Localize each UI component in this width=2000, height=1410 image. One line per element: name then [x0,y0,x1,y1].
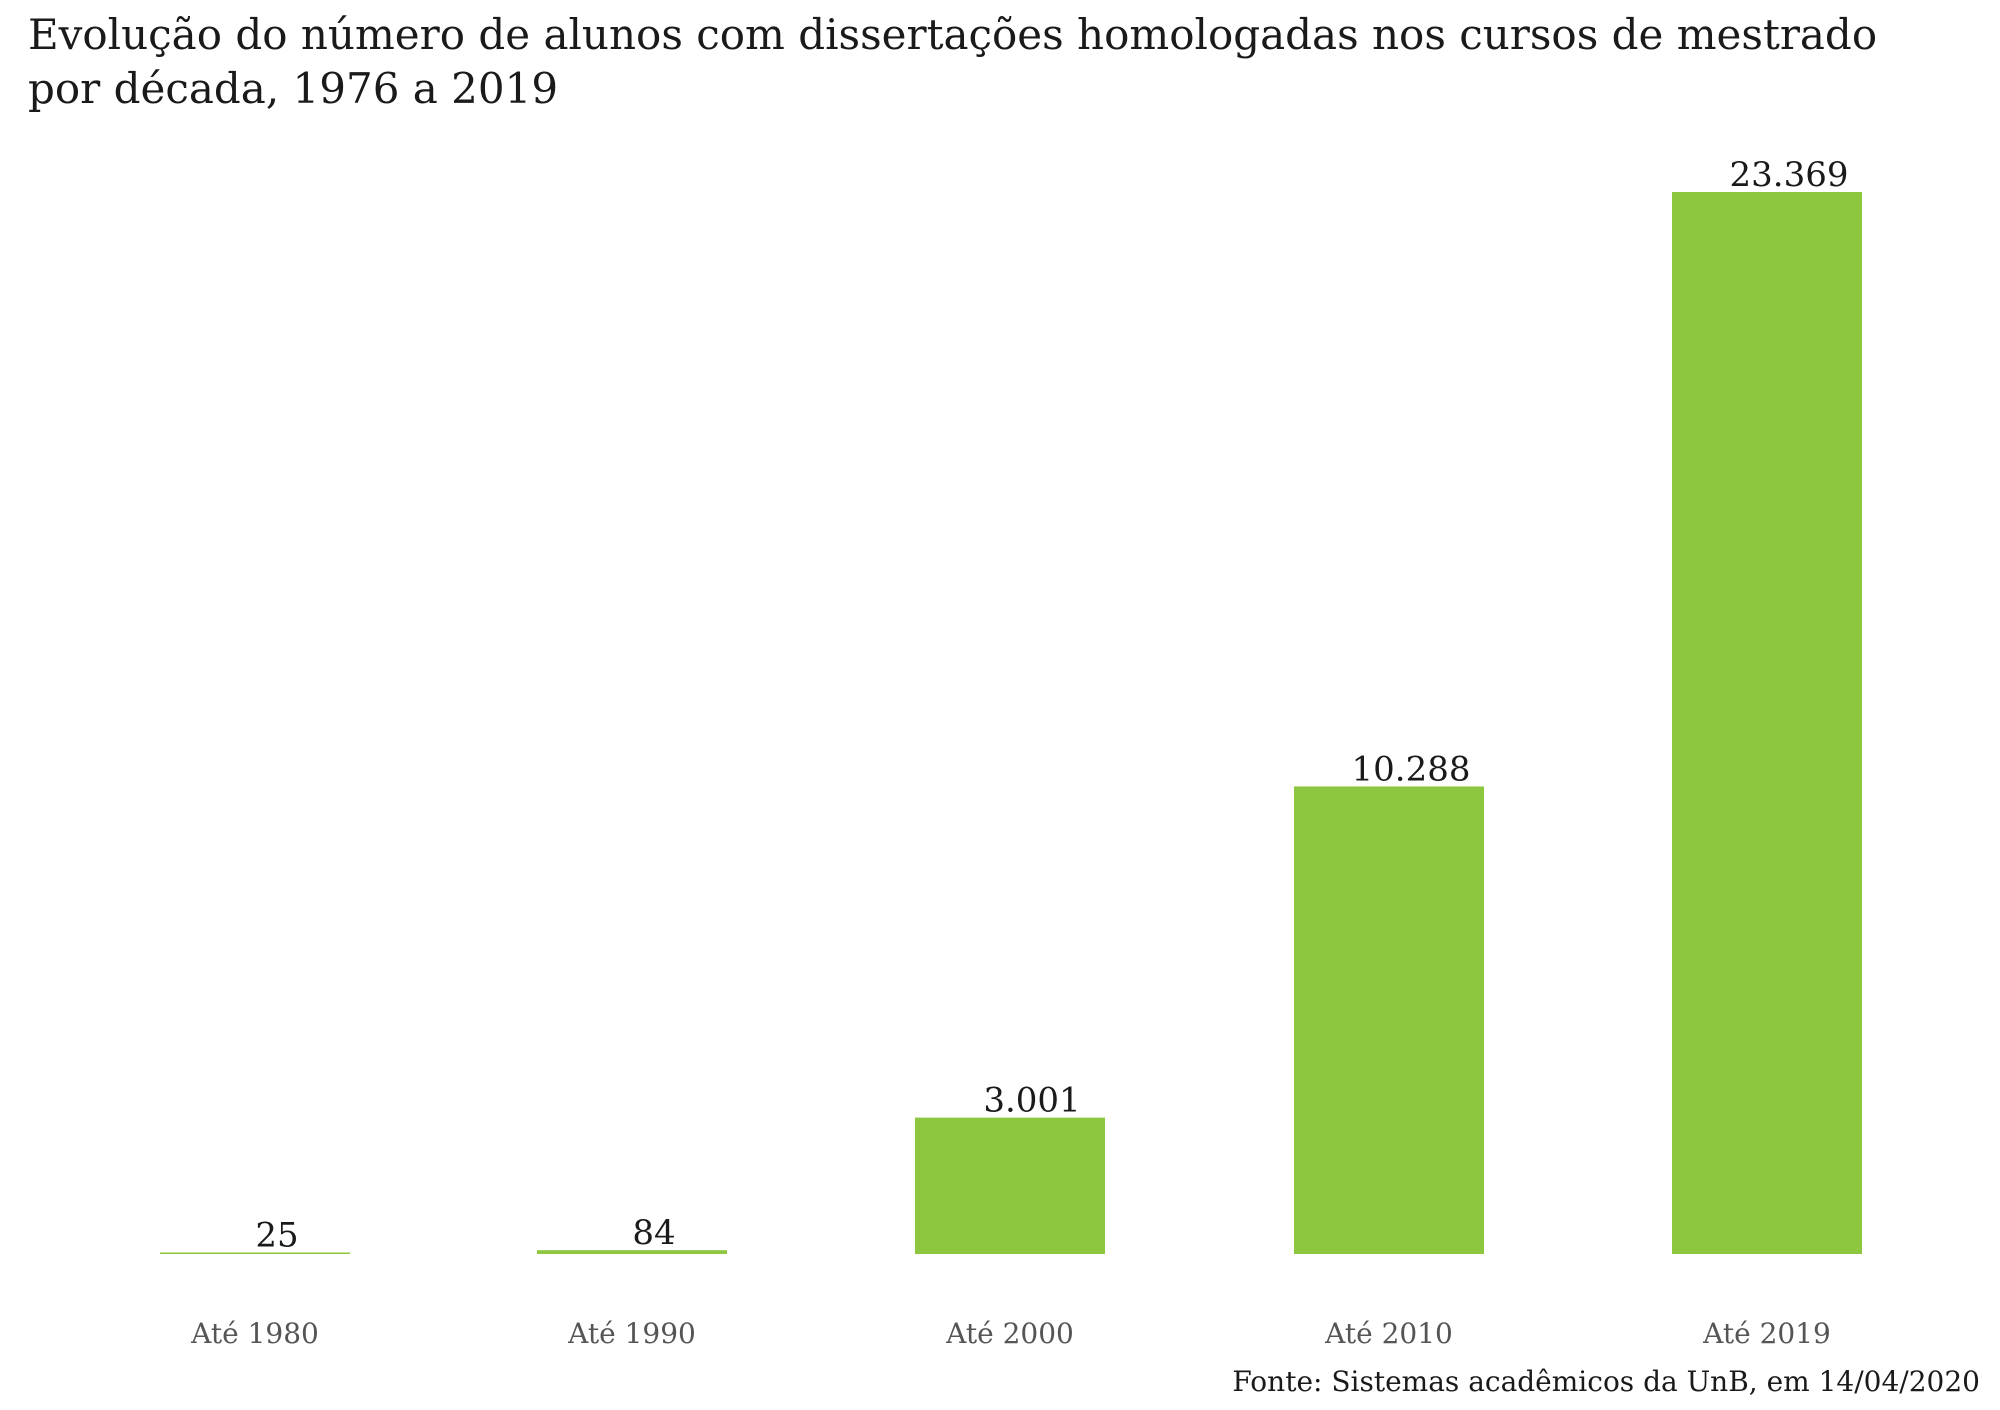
bar-0 [160,1252,350,1254]
value-label-2: 3.001 [983,1081,1080,1121]
bars-group [160,192,1862,1254]
value-labels-group: 25 84 3.001 10.288 23.369 [255,155,1848,1256]
value-label-4: 23.369 [1730,155,1849,195]
bar-4 [1672,192,1862,1254]
x-tick-label-3: Até 2010 [1324,1317,1453,1350]
chart-title-line-1: Evolução do número de alunos com dissert… [28,10,1878,59]
bar-2 [915,1117,1105,1254]
bar-3 [1294,786,1484,1254]
x-tick-label-0: Até 1980 [190,1317,319,1350]
x-tick-label-2: Até 2000 [945,1317,1074,1350]
x-tick-labels-group: Até 1980 Até 1990 Até 2000 Até 2010 Até 2019 [190,1317,1831,1350]
bar-1 [537,1250,727,1254]
source-note: Fonte: Sistemas acadêmicos da UnB, em 14… [1232,1365,1980,1398]
chart-title: Evolução do número de alunos com dissert… [28,8,1928,116]
value-label-3: 10.288 [1352,749,1471,789]
chart-title-line-2: por década, 1976 a 2019 [28,64,559,113]
x-tick-label-4: Até 2019 [1702,1317,1831,1350]
value-label-1: 84 [632,1213,675,1253]
value-label-0: 25 [255,1216,298,1256]
x-tick-label-1: Até 1990 [567,1317,696,1350]
